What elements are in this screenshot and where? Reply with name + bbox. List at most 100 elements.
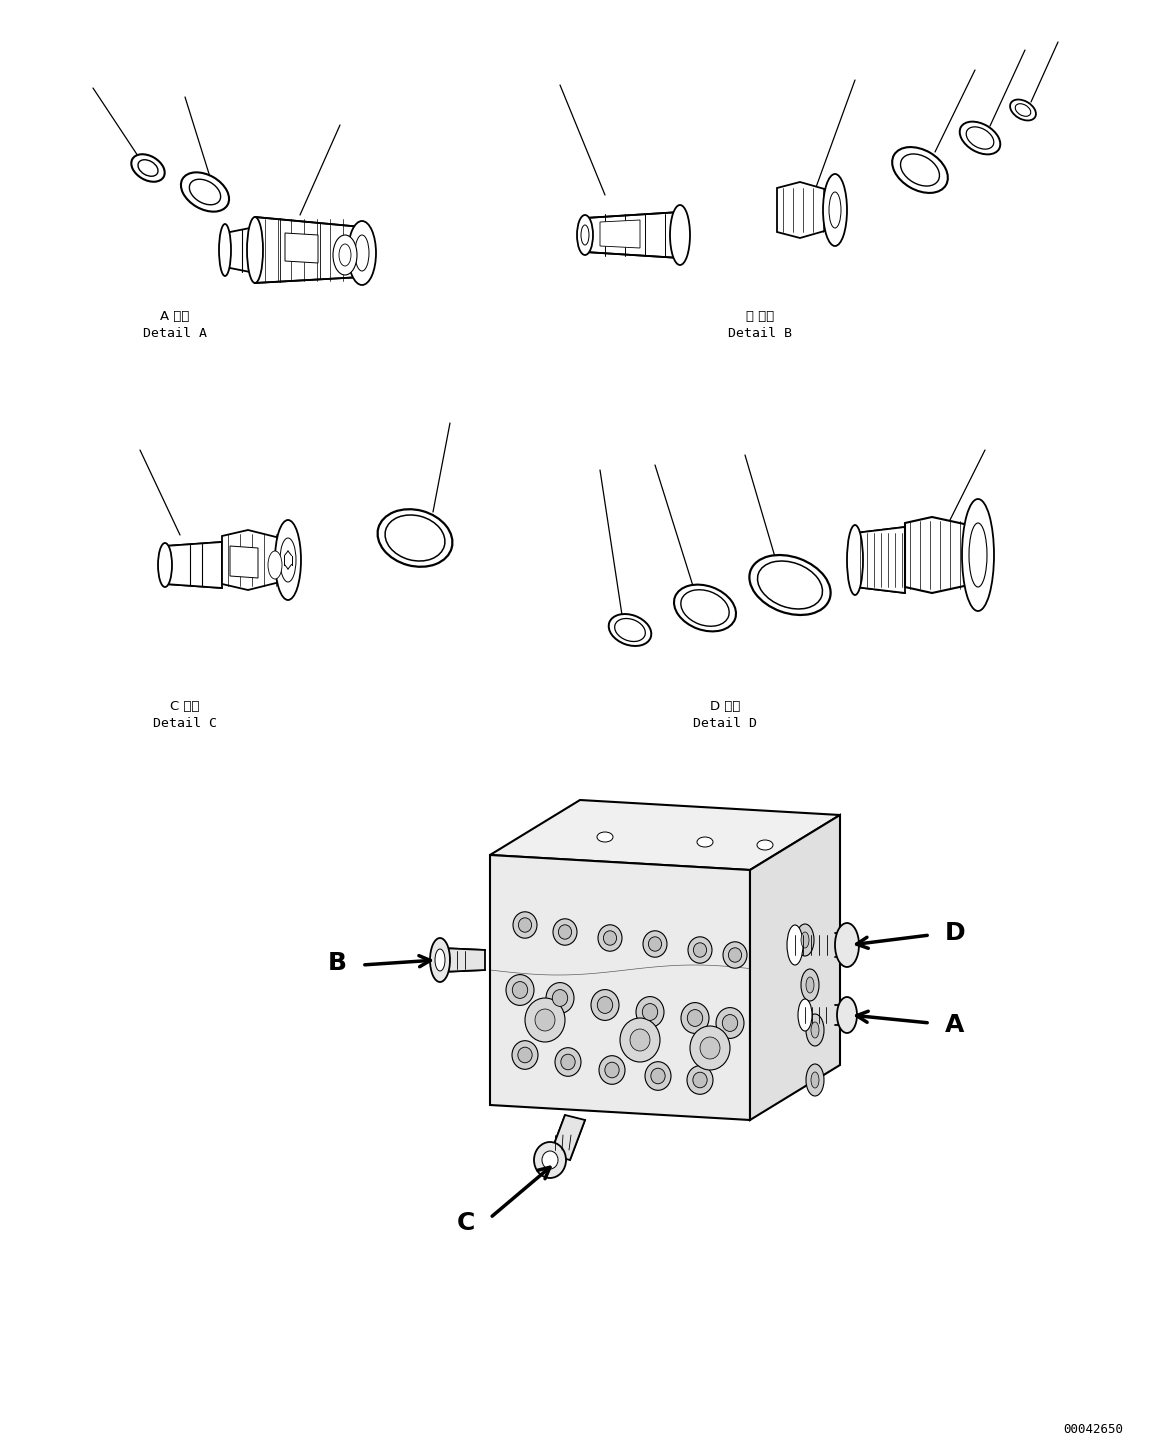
Polygon shape — [222, 530, 288, 590]
Ellipse shape — [512, 981, 528, 999]
Ellipse shape — [131, 154, 165, 182]
Ellipse shape — [1015, 103, 1030, 116]
Ellipse shape — [700, 1037, 720, 1059]
Ellipse shape — [749, 555, 830, 614]
Ellipse shape — [969, 523, 987, 587]
Polygon shape — [165, 542, 222, 588]
Ellipse shape — [1011, 99, 1036, 121]
Polygon shape — [490, 855, 750, 1120]
Ellipse shape — [597, 831, 613, 842]
Ellipse shape — [247, 217, 263, 282]
Ellipse shape — [811, 1072, 819, 1088]
Text: C 詳細: C 詳細 — [170, 700, 200, 713]
Ellipse shape — [697, 837, 713, 847]
Polygon shape — [490, 799, 840, 871]
Polygon shape — [585, 213, 680, 258]
Text: C: C — [457, 1211, 475, 1235]
Ellipse shape — [829, 192, 841, 229]
Ellipse shape — [608, 614, 651, 646]
Text: 日 詳細: 日 詳細 — [745, 310, 775, 323]
Ellipse shape — [338, 245, 351, 266]
Ellipse shape — [219, 224, 231, 277]
Ellipse shape — [552, 919, 577, 945]
Ellipse shape — [823, 175, 847, 246]
Ellipse shape — [642, 1003, 658, 1021]
Ellipse shape — [552, 990, 568, 1006]
Ellipse shape — [716, 1008, 744, 1038]
Ellipse shape — [722, 1015, 737, 1031]
Ellipse shape — [835, 923, 859, 967]
Ellipse shape — [582, 226, 588, 245]
Polygon shape — [777, 182, 835, 237]
Ellipse shape — [728, 948, 742, 962]
Ellipse shape — [620, 1018, 659, 1061]
Ellipse shape — [519, 917, 531, 932]
Ellipse shape — [892, 147, 948, 192]
Ellipse shape — [670, 205, 690, 265]
Ellipse shape — [591, 990, 619, 1021]
Ellipse shape — [512, 1041, 538, 1069]
Ellipse shape — [690, 1026, 730, 1070]
Ellipse shape — [430, 938, 450, 981]
Ellipse shape — [545, 983, 575, 1013]
Ellipse shape — [599, 1056, 625, 1085]
Text: B: B — [328, 951, 347, 976]
Text: Detail D: Detail D — [693, 716, 757, 729]
Ellipse shape — [806, 1013, 825, 1045]
Ellipse shape — [645, 1061, 671, 1091]
Text: D 詳細: D 詳細 — [709, 700, 740, 713]
Ellipse shape — [801, 970, 819, 1002]
Ellipse shape — [757, 840, 773, 850]
Ellipse shape — [687, 1009, 702, 1026]
Ellipse shape — [333, 234, 357, 275]
Ellipse shape — [274, 520, 301, 600]
Ellipse shape — [525, 997, 565, 1042]
Ellipse shape — [723, 942, 747, 968]
Text: Detail A: Detail A — [143, 328, 207, 341]
Ellipse shape — [688, 936, 712, 964]
Ellipse shape — [506, 974, 534, 1006]
Ellipse shape — [757, 561, 822, 609]
Ellipse shape — [615, 619, 645, 642]
Ellipse shape — [966, 127, 994, 149]
Polygon shape — [855, 527, 905, 593]
Ellipse shape — [693, 1072, 707, 1088]
Ellipse shape — [605, 1063, 619, 1077]
Polygon shape — [285, 233, 317, 264]
Ellipse shape — [687, 1066, 713, 1095]
Ellipse shape — [435, 949, 445, 971]
Ellipse shape — [651, 1069, 665, 1083]
Ellipse shape — [798, 999, 812, 1031]
Ellipse shape — [534, 1142, 566, 1178]
Text: 00042650: 00042650 — [1063, 1423, 1123, 1436]
Ellipse shape — [190, 179, 221, 205]
Polygon shape — [230, 546, 258, 578]
Ellipse shape — [806, 977, 814, 993]
Ellipse shape — [787, 925, 802, 965]
Ellipse shape — [636, 996, 664, 1028]
Polygon shape — [550, 1115, 585, 1160]
Ellipse shape — [158, 543, 172, 587]
Ellipse shape — [558, 925, 571, 939]
Ellipse shape — [138, 160, 158, 176]
Ellipse shape — [630, 1029, 650, 1051]
Text: Detail C: Detail C — [154, 716, 217, 729]
Ellipse shape — [355, 234, 369, 271]
Ellipse shape — [598, 925, 622, 951]
Ellipse shape — [847, 526, 863, 596]
Ellipse shape — [900, 154, 940, 186]
Ellipse shape — [267, 550, 281, 579]
Ellipse shape — [555, 1048, 582, 1076]
Ellipse shape — [518, 1047, 533, 1063]
Ellipse shape — [795, 925, 814, 957]
Ellipse shape — [535, 1009, 555, 1031]
Ellipse shape — [348, 221, 376, 285]
Ellipse shape — [693, 943, 707, 957]
Ellipse shape — [385, 515, 445, 561]
Ellipse shape — [680, 590, 729, 626]
Ellipse shape — [675, 585, 736, 632]
Ellipse shape — [378, 510, 452, 566]
Ellipse shape — [280, 539, 297, 582]
Ellipse shape — [811, 1022, 819, 1038]
Ellipse shape — [604, 930, 616, 945]
